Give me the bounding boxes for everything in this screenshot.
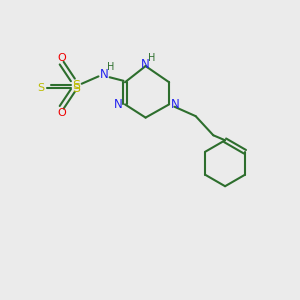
Text: H: H bbox=[148, 53, 156, 63]
Text: O: O bbox=[57, 108, 66, 118]
Text: N: N bbox=[100, 68, 109, 81]
Text: N: N bbox=[171, 98, 180, 111]
Text: O: O bbox=[57, 53, 66, 63]
Text: S: S bbox=[38, 83, 45, 93]
Text: S: S bbox=[72, 82, 80, 95]
Text: N: N bbox=[114, 98, 123, 111]
Text: S: S bbox=[72, 79, 80, 92]
Text: N: N bbox=[141, 58, 150, 71]
Text: H: H bbox=[107, 62, 115, 72]
